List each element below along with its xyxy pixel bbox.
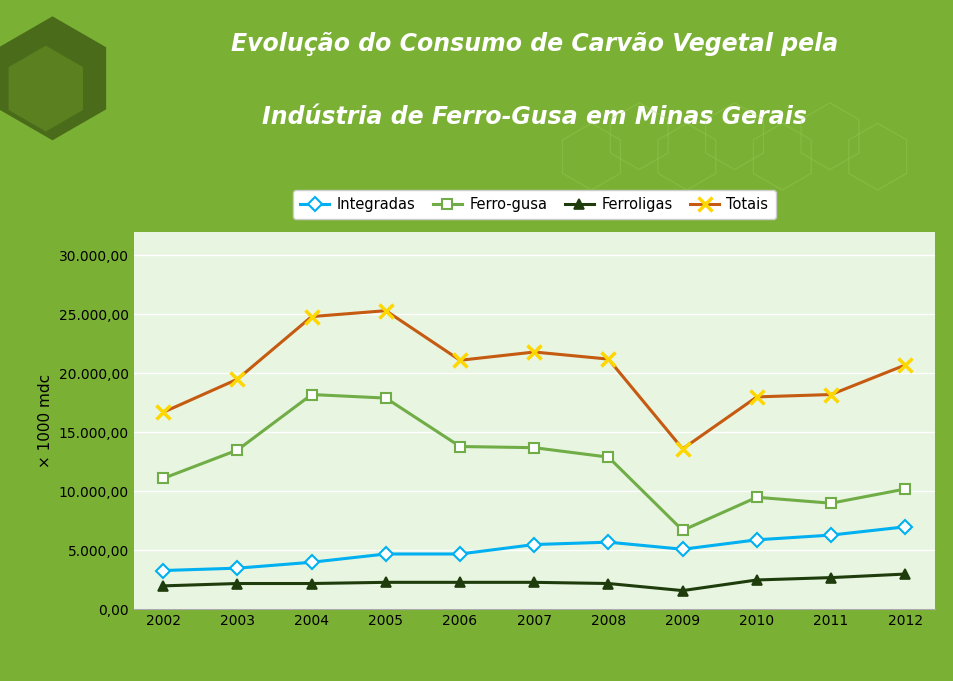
Ferro-gusa: [454, 443, 465, 451]
Line: Ferroligas: Ferroligas: [158, 569, 909, 595]
Line: Integradas: Integradas: [158, 522, 909, 575]
Ferroligas: [677, 586, 688, 595]
Ferro-gusa: [306, 390, 317, 398]
Text: Evolução do Consumo de Carvão Vegetal pela: Evolução do Consumo de Carvão Vegetal pe…: [231, 32, 837, 56]
Ferro-gusa: [824, 499, 836, 507]
Ferroligas: [379, 578, 391, 586]
Ferro-gusa: [602, 453, 614, 461]
Totais: [379, 306, 391, 315]
Ferroligas: [454, 578, 465, 586]
Ferroligas: [750, 576, 761, 584]
Integradas: [528, 541, 539, 549]
Ferro-gusa: [677, 526, 688, 535]
Totais: [677, 445, 688, 453]
Ferro-gusa: [379, 394, 391, 402]
Totais: [824, 390, 836, 398]
Totais: [528, 348, 539, 356]
Totais: [306, 313, 317, 321]
Totais: [750, 393, 761, 401]
Integradas: [677, 545, 688, 554]
Polygon shape: [0, 16, 106, 140]
Totais: [899, 361, 910, 369]
Integradas: [232, 564, 243, 572]
Ferroligas: [899, 570, 910, 578]
Line: Totais: Totais: [156, 304, 911, 456]
Integradas: [750, 536, 761, 544]
Legend: Integradas, Ferro-gusa, Ferroligas, Totais: Integradas, Ferro-gusa, Ferroligas, Tota…: [293, 190, 775, 219]
Ferro-gusa: [157, 474, 169, 482]
Integradas: [157, 567, 169, 575]
Integradas: [899, 523, 910, 531]
Text: Indústria de Ferro-Gusa em Minas Gerais: Indústria de Ferro-Gusa em Minas Gerais: [261, 106, 806, 129]
Line: Ferro-gusa: Ferro-gusa: [158, 390, 909, 535]
Ferroligas: [306, 580, 317, 588]
Ferroligas: [602, 580, 614, 588]
Ferroligas: [157, 582, 169, 590]
Totais: [232, 375, 243, 383]
Integradas: [602, 538, 614, 546]
Integradas: [306, 558, 317, 567]
Integradas: [379, 550, 391, 558]
Ferro-gusa: [232, 446, 243, 454]
Ferro-gusa: [750, 493, 761, 501]
Ferro-gusa: [528, 443, 539, 452]
Ferroligas: [528, 578, 539, 586]
Ferroligas: [824, 573, 836, 582]
Ferro-gusa: [899, 485, 910, 493]
Ferroligas: [232, 580, 243, 588]
Polygon shape: [9, 46, 83, 131]
Y-axis label: × 1000 mdc: × 1000 mdc: [38, 373, 53, 468]
Totais: [157, 408, 169, 416]
Totais: [454, 356, 465, 364]
Totais: [602, 355, 614, 363]
Integradas: [824, 531, 836, 539]
Integradas: [454, 550, 465, 558]
